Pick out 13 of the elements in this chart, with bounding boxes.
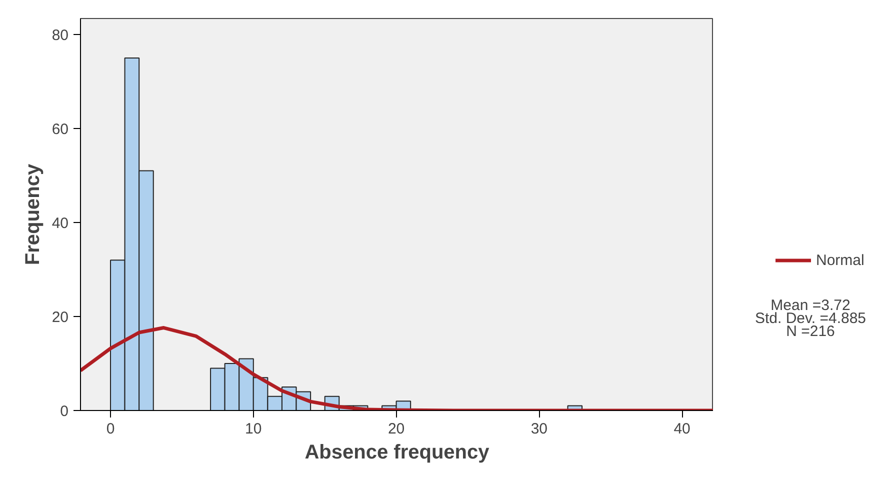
x-tick-label: 0 bbox=[106, 420, 115, 438]
y-tick-label: 80 bbox=[52, 26, 69, 44]
y-tick-label: 40 bbox=[52, 214, 69, 232]
x-tick-label: 30 bbox=[530, 420, 548, 438]
y-axis-title: Frequency bbox=[22, 163, 44, 266]
x-tick-label: 20 bbox=[388, 420, 405, 438]
x-axis-title: Absence frequency bbox=[304, 442, 490, 464]
y-tick-label: 20 bbox=[52, 308, 69, 326]
x-tick-label: 10 bbox=[245, 420, 262, 438]
x-tick-label: 40 bbox=[674, 420, 690, 438]
y-tick-label: 0 bbox=[60, 403, 68, 420]
y-tick-label: 60 bbox=[52, 120, 69, 138]
legend-label: Normal bbox=[816, 252, 864, 268]
